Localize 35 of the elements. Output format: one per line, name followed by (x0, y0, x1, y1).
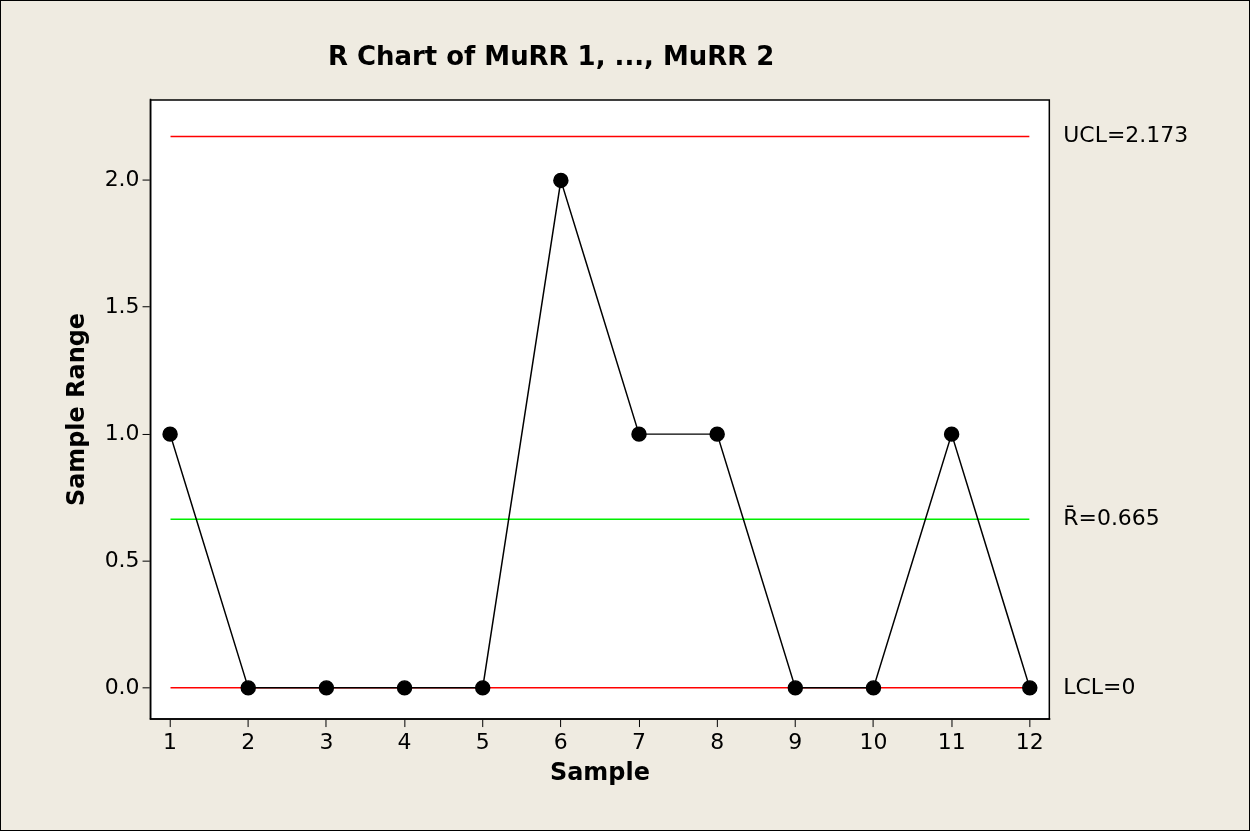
x-tick-label: 10 (859, 728, 888, 754)
point (631, 426, 647, 442)
y-tick-label: 0.5 (104, 546, 140, 572)
point (553, 172, 569, 189)
point (943, 426, 960, 442)
y-tick-label: 2.0 (104, 166, 140, 192)
point (396, 680, 413, 696)
point (709, 426, 725, 442)
point (474, 680, 491, 696)
x-tick-label: 11 (937, 728, 966, 754)
point (865, 680, 882, 696)
point (240, 680, 256, 696)
chart-title: R Chart of MuRR 1, ..., MuRR 2 (327, 41, 775, 72)
y-tick-label: 1.5 (104, 292, 140, 318)
y-axis-title: Sample Range (61, 312, 90, 507)
y-tick-label: 1.0 (104, 419, 140, 445)
point (1022, 680, 1038, 696)
ref-line-label: UCL=2.173 (1063, 122, 1189, 148)
point (318, 680, 335, 696)
ref-line-label: LCL=0 (1063, 673, 1136, 699)
x-tick-label: 8 (710, 728, 725, 754)
x-axis-title: Sample (549, 757, 650, 786)
point (162, 426, 178, 442)
ref-line-label: R̄=0.665 (1063, 504, 1160, 530)
y-tick-label: 0.0 (104, 673, 140, 699)
x-tick-label: 6 (553, 728, 568, 754)
x-tick-label: 4 (397, 728, 412, 754)
point (787, 680, 804, 696)
x-tick-label: 12 (1015, 728, 1044, 754)
x-tick-label: 9 (788, 728, 803, 754)
x-tick-label: 3 (319, 728, 334, 754)
x-tick-label: 2 (241, 728, 256, 754)
x-tick-label: 7 (632, 728, 646, 754)
x-tick-label: 1 (163, 728, 178, 754)
x-tick-label: 5 (475, 728, 490, 754)
